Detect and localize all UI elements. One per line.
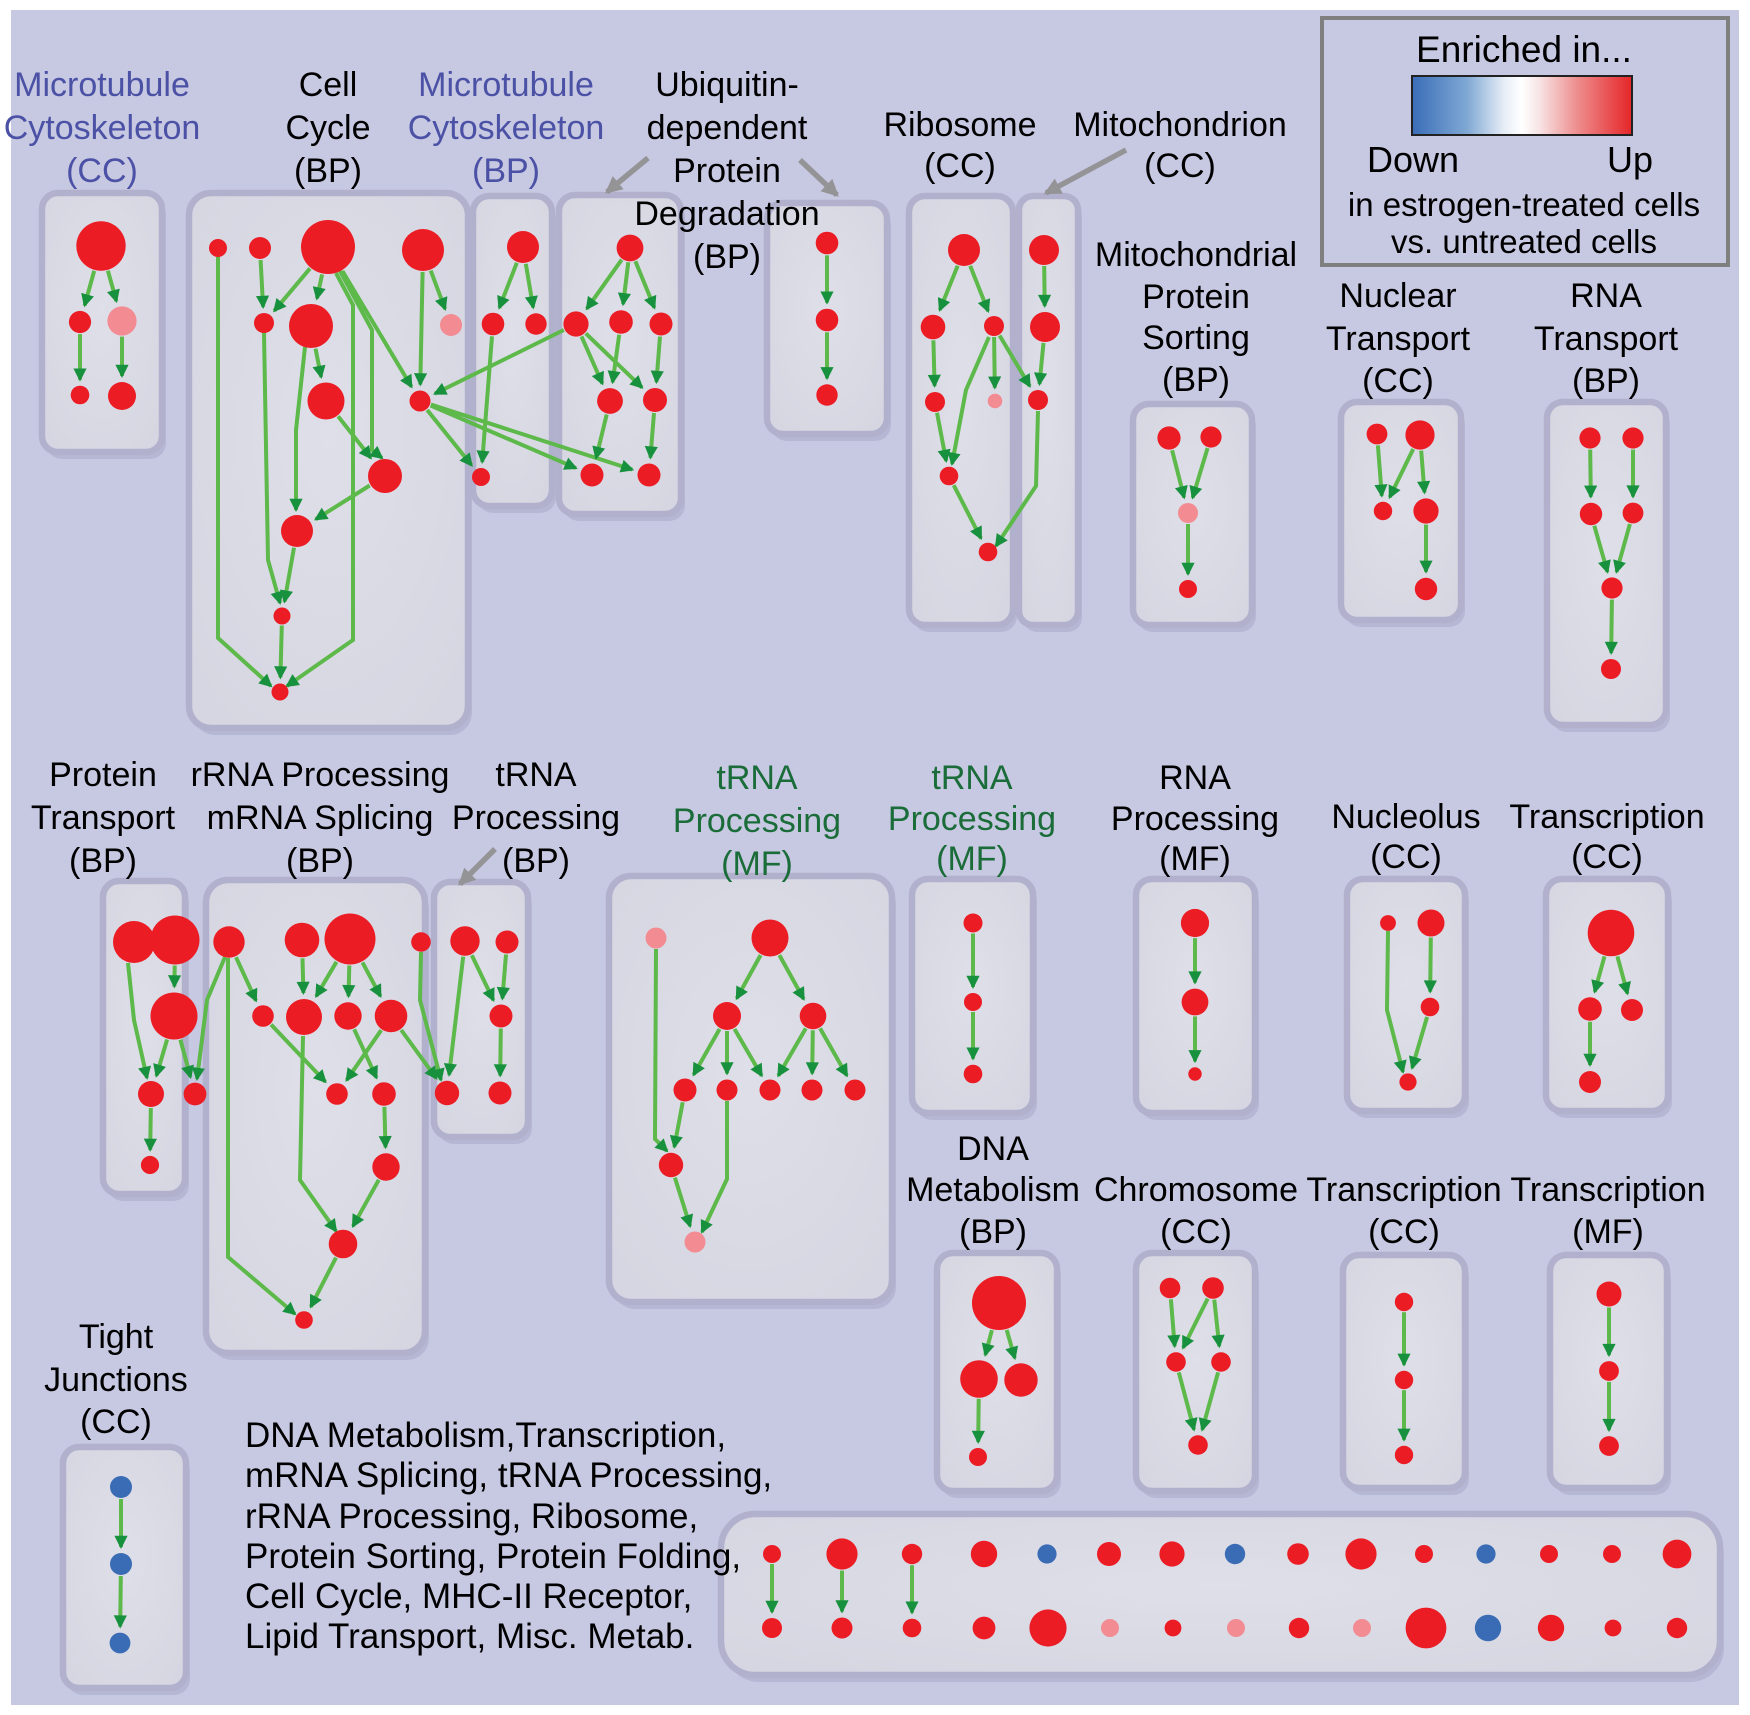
svg-text:Processing: Processing [1111,800,1279,838]
svg-text:Cytoskeleton: Cytoskeleton [4,109,201,147]
svg-text:Microtubule: Microtubule [418,66,594,104]
svg-text:Ubiquitin-: Ubiquitin- [655,66,799,104]
svg-text:(CC): (CC) [1144,147,1216,185]
svg-text:DNA: DNA [957,1130,1029,1168]
svg-text:Junctions: Junctions [44,1361,188,1399]
svg-text:Cytoskeleton: Cytoskeleton [408,109,605,147]
svg-text:dependent: dependent [647,109,808,147]
svg-text:(BP): (BP) [959,1213,1027,1251]
svg-text:Nucleolus: Nucleolus [1331,798,1480,836]
svg-text:Transport: Transport [1534,320,1679,358]
svg-text:rRNA Processing: rRNA Processing [191,756,450,794]
svg-text:vs. untreated cells: vs. untreated cells [1391,223,1657,260]
svg-text:tRNA: tRNA [495,756,577,794]
svg-text:mRNA Splicing, tRNA Processing: mRNA Splicing, tRNA Processing, [245,1456,772,1495]
svg-text:(BP): (BP) [1572,362,1640,400]
svg-text:(CC): (CC) [1571,838,1643,876]
svg-text:(CC): (CC) [924,147,996,185]
svg-text:(BP): (BP) [1162,361,1230,399]
svg-text:tRNA: tRNA [931,759,1013,797]
svg-text:Chromosome: Chromosome [1094,1171,1298,1209]
svg-text:(BP): (BP) [502,842,570,880]
svg-text:(CC): (CC) [1370,838,1442,876]
svg-text:(BP): (BP) [69,842,137,880]
svg-text:RNA: RNA [1570,277,1642,315]
svg-text:Protein: Protein [673,152,781,190]
svg-text:Metabolism: Metabolism [906,1171,1080,1209]
svg-text:Protein: Protein [49,756,157,794]
svg-text:Protein: Protein [1142,278,1250,316]
svg-text:Transport: Transport [1326,320,1471,358]
svg-text:Processing: Processing [452,799,620,837]
svg-text:Mitochondrial: Mitochondrial [1095,236,1297,274]
svg-text:Transcription: Transcription [1510,1171,1705,1209]
svg-text:(MF): (MF) [1159,840,1231,878]
svg-text:(BP): (BP) [286,842,354,880]
svg-text:(BP): (BP) [472,152,540,190]
svg-text:(BP): (BP) [693,238,761,276]
svg-text:(CC): (CC) [66,152,138,190]
svg-text:(CC): (CC) [1362,362,1434,400]
svg-text:Transcription: Transcription [1509,798,1704,836]
svg-text:Lipid Transport, Misc. Metab.: Lipid Transport, Misc. Metab. [245,1617,694,1656]
svg-text:(MF): (MF) [721,845,793,883]
svg-text:RNA: RNA [1159,759,1231,797]
svg-text:rRNA Processing, Ribosome,: rRNA Processing, Ribosome, [245,1497,698,1536]
svg-text:DNA Metabolism,Transcription,: DNA Metabolism,Transcription, [245,1416,726,1455]
svg-text:Sorting: Sorting [1142,319,1250,357]
svg-text:in estrogen-treated cells: in estrogen-treated cells [1348,186,1700,223]
svg-text:Tight: Tight [79,1318,154,1356]
svg-text:Microtubule: Microtubule [14,66,190,104]
svg-text:tRNA: tRNA [716,759,798,797]
svg-text:Ribosome: Ribosome [883,106,1036,144]
svg-text:Transcription: Transcription [1306,1171,1501,1209]
svg-text:Degradation: Degradation [634,195,819,233]
svg-text:Up: Up [1607,139,1653,180]
svg-text:Processing: Processing [673,802,841,840]
svg-text:Mitochondrion: Mitochondrion [1073,106,1287,144]
svg-text:(MF): (MF) [936,840,1008,878]
svg-text:Enriched in...: Enriched in... [1416,29,1632,70]
svg-text:mRNA Splicing: mRNA Splicing [207,799,434,837]
svg-text:(MF): (MF) [1572,1213,1644,1251]
svg-text:Cycle: Cycle [285,109,370,147]
svg-text:(CC): (CC) [1160,1213,1232,1251]
svg-text:(CC): (CC) [1368,1213,1440,1251]
svg-text:Protein Sorting, Protein Foldi: Protein Sorting, Protein Folding, [245,1537,741,1576]
svg-text:Down: Down [1367,139,1459,180]
svg-text:Nuclear: Nuclear [1339,277,1456,315]
svg-text:(BP): (BP) [294,152,362,190]
svg-text:(CC): (CC) [80,1403,152,1441]
svg-text:Transport: Transport [31,799,176,837]
svg-text:Cell: Cell [299,66,358,104]
svg-text:Cell Cycle, MHC-II Receptor,: Cell Cycle, MHC-II Receptor, [245,1577,692,1616]
svg-text:Processing: Processing [888,800,1056,838]
